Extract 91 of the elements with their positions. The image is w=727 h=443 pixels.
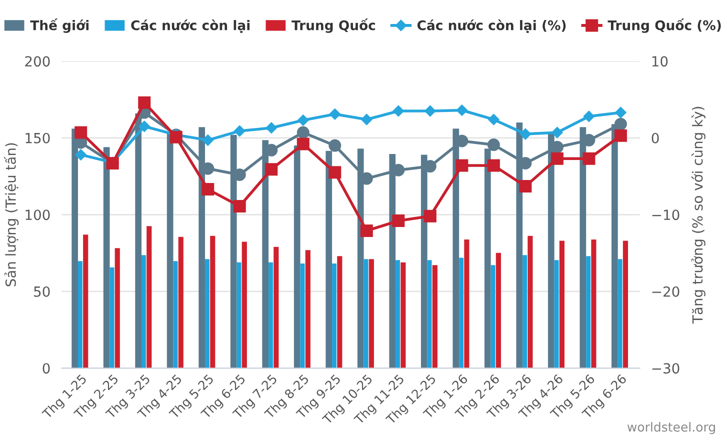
bar <box>432 265 438 368</box>
point <box>233 200 246 212</box>
point <box>392 214 405 228</box>
bar <box>205 259 210 368</box>
point <box>456 159 468 172</box>
bar <box>242 242 247 368</box>
bar <box>146 226 152 368</box>
y-tick-label: 50 <box>34 286 50 297</box>
point <box>615 106 626 118</box>
point <box>552 126 563 138</box>
bar <box>554 260 559 368</box>
point <box>614 129 627 142</box>
point <box>296 126 310 139</box>
bar <box>591 240 596 368</box>
y-axis-title: Sản lượng (Triệu tấn) <box>4 143 19 286</box>
bar <box>622 240 628 368</box>
y-tick-label: 0 <box>42 363 50 374</box>
y2-tick-label: −10 <box>652 210 680 220</box>
bar <box>528 236 533 368</box>
point <box>328 139 342 152</box>
y2-axis-title: Tăng trưởng (% so với cùng kỳ) <box>691 106 706 324</box>
bar <box>364 259 368 368</box>
bar <box>178 236 184 368</box>
point <box>360 224 373 237</box>
y-tick-label: 200 <box>25 56 50 67</box>
point <box>392 105 404 117</box>
y-tick-label: 150 <box>26 132 50 144</box>
y2-tick-label: 0 <box>652 132 659 144</box>
bar <box>268 262 273 368</box>
bar <box>586 256 591 368</box>
point <box>328 166 342 179</box>
point <box>266 122 277 134</box>
point <box>138 96 151 109</box>
point <box>520 128 532 140</box>
bar <box>618 259 622 368</box>
bar <box>496 252 501 368</box>
y2-tick-label: 10 <box>652 56 668 67</box>
bar <box>210 236 216 368</box>
y2-tick-label: −30 <box>652 363 680 374</box>
bar <box>464 240 470 368</box>
bar <box>459 258 464 368</box>
bar <box>332 263 336 368</box>
bar <box>559 240 564 368</box>
bar <box>83 234 88 368</box>
bar <box>114 248 120 368</box>
bar <box>522 255 528 368</box>
point <box>614 118 627 130</box>
point <box>424 105 436 117</box>
point <box>298 114 309 126</box>
y2-tick-label: −20 <box>652 286 680 297</box>
bar <box>427 260 432 368</box>
point <box>74 126 88 139</box>
point <box>138 120 150 132</box>
legend-label: Các nước còn lại (%) <box>417 20 566 33</box>
point <box>202 183 214 196</box>
bar <box>142 255 146 368</box>
legend-label: Trung Quốc <box>292 18 376 33</box>
bar <box>400 262 406 368</box>
legend-label: Thế giới <box>30 18 89 33</box>
bar <box>368 259 374 368</box>
point <box>329 108 341 120</box>
legend-label: Trung Quốc (%) <box>608 18 721 33</box>
bar <box>166 132 174 368</box>
bar <box>78 261 82 368</box>
bar <box>294 146 300 368</box>
point <box>550 152 564 165</box>
bar <box>305 250 310 368</box>
point <box>582 152 596 165</box>
bar <box>490 265 496 368</box>
point <box>296 138 310 150</box>
point <box>361 114 372 126</box>
point <box>583 110 595 122</box>
y-tick-label: 100 <box>26 210 50 220</box>
point <box>456 104 468 116</box>
bar <box>173 261 178 368</box>
point <box>234 125 246 137</box>
legend-label: Các nước còn lại <box>131 20 250 33</box>
point <box>202 134 214 146</box>
bar <box>274 246 279 368</box>
point <box>424 210 436 222</box>
point <box>265 163 278 176</box>
bar <box>396 260 400 368</box>
point <box>488 114 500 126</box>
point <box>487 159 500 172</box>
text: worldsteel.org <box>627 422 715 434</box>
point <box>487 138 500 152</box>
bar <box>110 267 114 368</box>
point <box>519 180 532 192</box>
bar <box>103 147 110 368</box>
point <box>75 149 86 160</box>
bar <box>337 256 342 368</box>
